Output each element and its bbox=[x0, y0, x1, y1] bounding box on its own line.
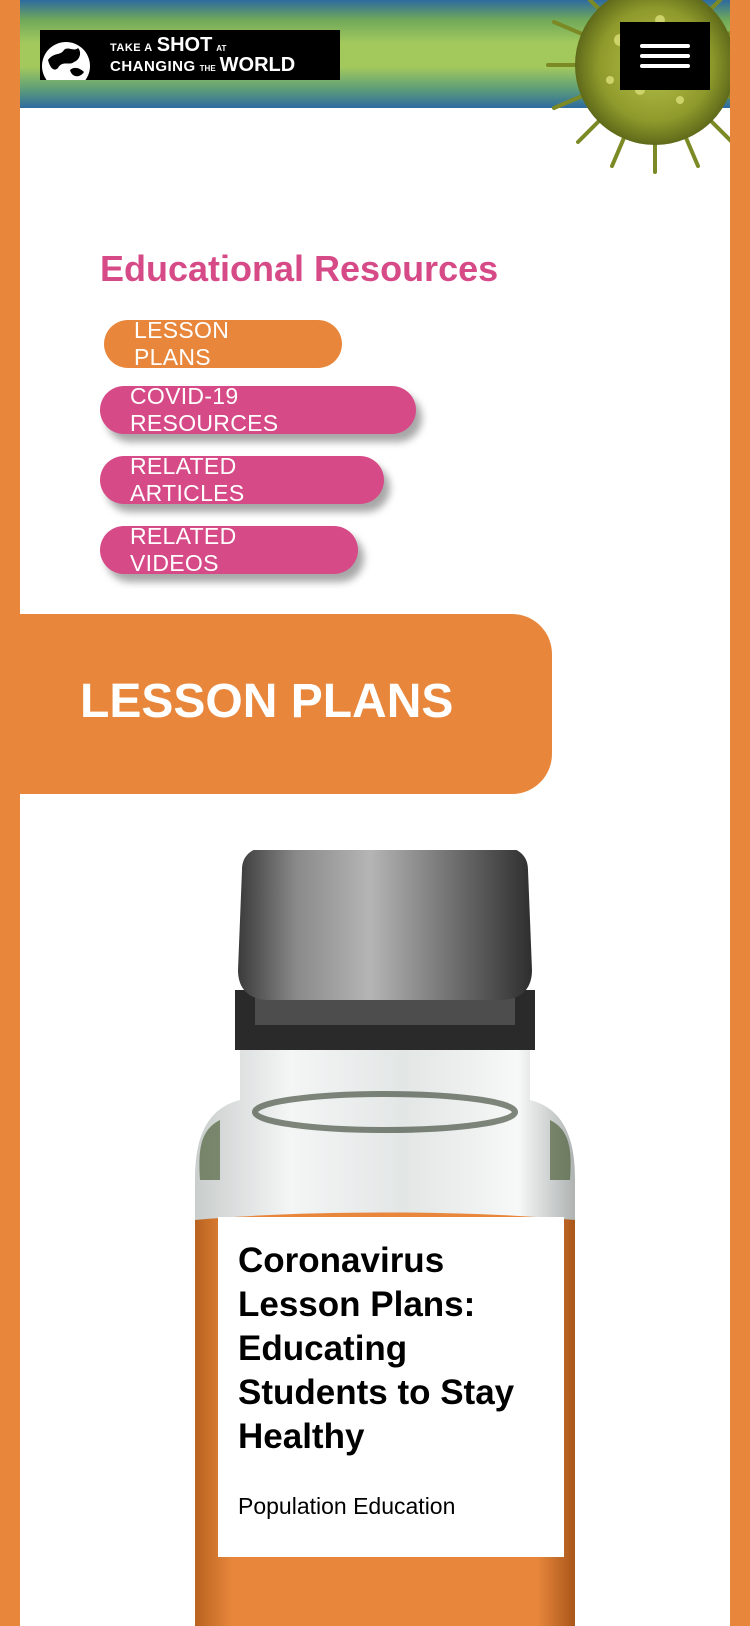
educational-resources-heading: Educational Resources bbox=[100, 248, 499, 289]
menu-button[interactable] bbox=[620, 22, 710, 90]
lesson-plans-button[interactable]: LESSON PLANS bbox=[104, 317, 342, 370]
logo-text-world: WORLD bbox=[219, 54, 296, 76]
page: TAKE A SHOT AT CHANGING THE WORLD bbox=[20, 0, 730, 1626]
lesson-plan-card-title[interactable]: Coronavirus Lesson Plans: Educating Stud… bbox=[238, 1241, 515, 1456]
hamburger-menu-icon-bar bbox=[640, 64, 690, 68]
lesson-plans-banner: LESSON PLANS bbox=[20, 614, 552, 794]
lesson-plan-card-source: Population Education bbox=[238, 1493, 456, 1519]
hamburger-menu-icon-bar bbox=[640, 54, 690, 58]
globe-icon bbox=[42, 42, 90, 80]
site-logo[interactable]: TAKE A SHOT AT CHANGING THE WORLD bbox=[40, 30, 340, 80]
logo-text-the: THE bbox=[199, 64, 216, 73]
logo-text-at: AT bbox=[216, 44, 227, 53]
covid-19-resources-button[interactable]: COVID-19 RESOURCES bbox=[100, 383, 416, 436]
lesson-plan-card[interactable]: Coronavirus Lesson Plans: Educating Stud… bbox=[218, 1217, 564, 1557]
related-videos-button[interactable]: RELATED VIDEOS bbox=[100, 523, 358, 576]
logo-text: TAKE A SHOT AT CHANGING THE WORLD bbox=[110, 35, 295, 75]
related-articles-button[interactable]: RELATED ARTICLES bbox=[100, 453, 384, 506]
logo-text-take-a: TAKE A bbox=[110, 42, 153, 54]
logo-text-shot: SHOT bbox=[156, 34, 213, 56]
hamburger-menu-icon bbox=[640, 44, 690, 48]
logo-text-changing: CHANGING bbox=[110, 58, 196, 75]
lesson-plans-section-title: LESSON PLANS bbox=[80, 675, 454, 728]
